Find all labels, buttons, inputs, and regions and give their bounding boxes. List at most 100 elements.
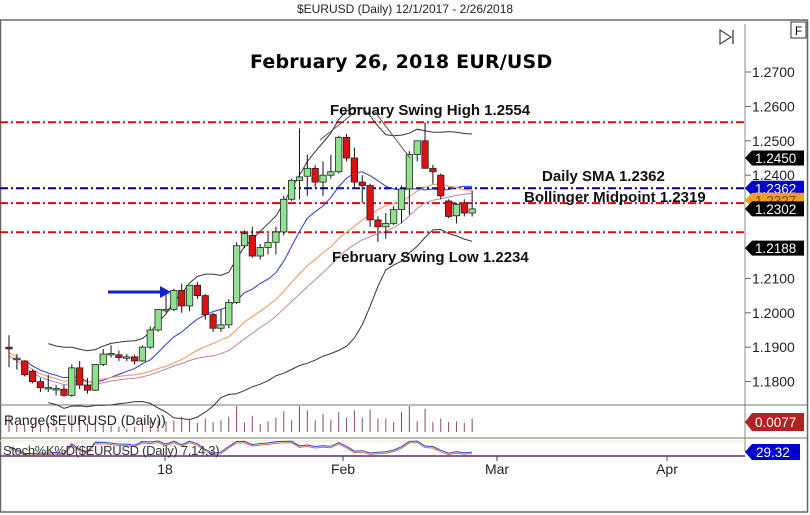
sma-line (24, 171, 473, 383)
candle (350, 147, 359, 189)
stoch-d-line (8, 441, 473, 456)
y-tick-label: 1.2700 (752, 64, 795, 80)
candle (83, 378, 92, 394)
candle (295, 128, 304, 200)
candle (5, 335, 13, 368)
candle (421, 122, 429, 169)
skip-to-end-icon[interactable] (719, 28, 734, 46)
candle (366, 183, 374, 227)
label-connector (319, 111, 411, 159)
candle (358, 175, 366, 203)
candle (13, 354, 21, 370)
candle (280, 195, 288, 236)
candle (335, 135, 343, 174)
candle (154, 308, 162, 332)
candle (123, 354, 131, 361)
candle (130, 354, 139, 365)
price-tag-1.2450: 1.2450 (745, 150, 804, 166)
candle (319, 161, 327, 196)
svg-text:1.2450: 1.2450 (755, 151, 796, 166)
candle (452, 202, 461, 224)
candle (444, 199, 453, 219)
midpoint-line (8, 192, 473, 387)
bollinger-lower-band (48, 228, 473, 421)
chart-title: February 26, 2018 EUR/USD (250, 51, 553, 73)
candle (178, 283, 186, 313)
price-tag-1.2362: 1.2362 (745, 180, 804, 196)
candle (107, 345, 115, 358)
price-tag-1.2302: 1.2302 (745, 201, 804, 217)
candle (217, 309, 225, 332)
candle (342, 133, 351, 162)
candle (405, 151, 413, 215)
x-tick-label: Apr (656, 461, 678, 477)
candle (162, 292, 170, 313)
f-button[interactable]: F (790, 21, 807, 39)
candle (44, 374, 52, 392)
svg-text:1.2302: 1.2302 (755, 202, 796, 217)
candle (209, 312, 217, 332)
y-tick-label: 1.2100 (752, 270, 795, 286)
svg-text:1.2188: 1.2188 (755, 241, 796, 256)
candle (170, 288, 178, 312)
candle (28, 369, 37, 384)
candle (138, 345, 147, 362)
svg-text:29.32: 29.32 (756, 445, 790, 460)
daily-sma-label: Daily SMA 1.2362 (542, 168, 665, 185)
x-tick-label: Mar (485, 461, 509, 477)
y-tick-label: 1.2400 (752, 167, 795, 183)
bollinger-upper-band (48, 107, 473, 352)
candle (225, 299, 233, 329)
x-tick-label: Feb (331, 461, 355, 477)
svg-text:1.2362: 1.2362 (755, 181, 796, 196)
stoch-value-tag (745, 444, 800, 460)
candle (264, 233, 272, 255)
svg-text:0.0077: 0.0077 (755, 415, 796, 430)
bollinger-midpoint-label: Bollinger Midpoint 1.2319 (524, 189, 706, 206)
candle (60, 385, 68, 397)
candle (460, 199, 468, 217)
candle (413, 140, 421, 162)
candle (185, 284, 194, 312)
candle (287, 178, 296, 201)
candle (468, 190, 476, 217)
candle (76, 360, 84, 390)
range-value-tag (745, 413, 804, 431)
candle (21, 360, 29, 377)
y-tick-label: 1.2600 (752, 98, 795, 114)
swing-low-label: February Swing Low 1.2234 (332, 249, 529, 266)
candle (272, 226, 280, 255)
candle (248, 226, 256, 258)
candle (311, 164, 319, 188)
stoch-indicator-label: Stoch%K%D($EURUSD (Daily) 7,14,3) (3, 443, 220, 458)
candle (233, 242, 241, 305)
candle (374, 216, 382, 242)
candle (429, 164, 437, 184)
candle (382, 213, 390, 239)
candle (99, 348, 107, 367)
chart-frame (0, 19, 809, 513)
y-tick-label: 1.1900 (752, 339, 795, 355)
stoch-k-line (8, 440, 473, 455)
candle (240, 230, 249, 249)
candle (437, 173, 445, 200)
x-tick-label: 18 (157, 461, 173, 477)
candle (303, 154, 311, 196)
candle (36, 378, 45, 392)
price-tag-1.2188: 1.2188 (745, 240, 804, 256)
range-indicator-label: Range($EURUSD (Daily)) (4, 412, 166, 428)
candle (115, 350, 123, 361)
candle (201, 293, 209, 320)
ema-line (8, 183, 473, 383)
y-tick-label: 1.2500 (752, 133, 795, 149)
chart-header-title: $EURUSD (Daily) 12/1/2017 - 2/26/2018 (296, 2, 514, 16)
candle (390, 206, 398, 226)
arrow-head-icon (160, 286, 171, 298)
candle (146, 326, 154, 349)
candle (91, 363, 99, 391)
candle (327, 154, 335, 179)
swing-high-label: February Swing High 1.2554 (330, 102, 531, 119)
candle (397, 185, 406, 224)
candle (193, 281, 201, 300)
